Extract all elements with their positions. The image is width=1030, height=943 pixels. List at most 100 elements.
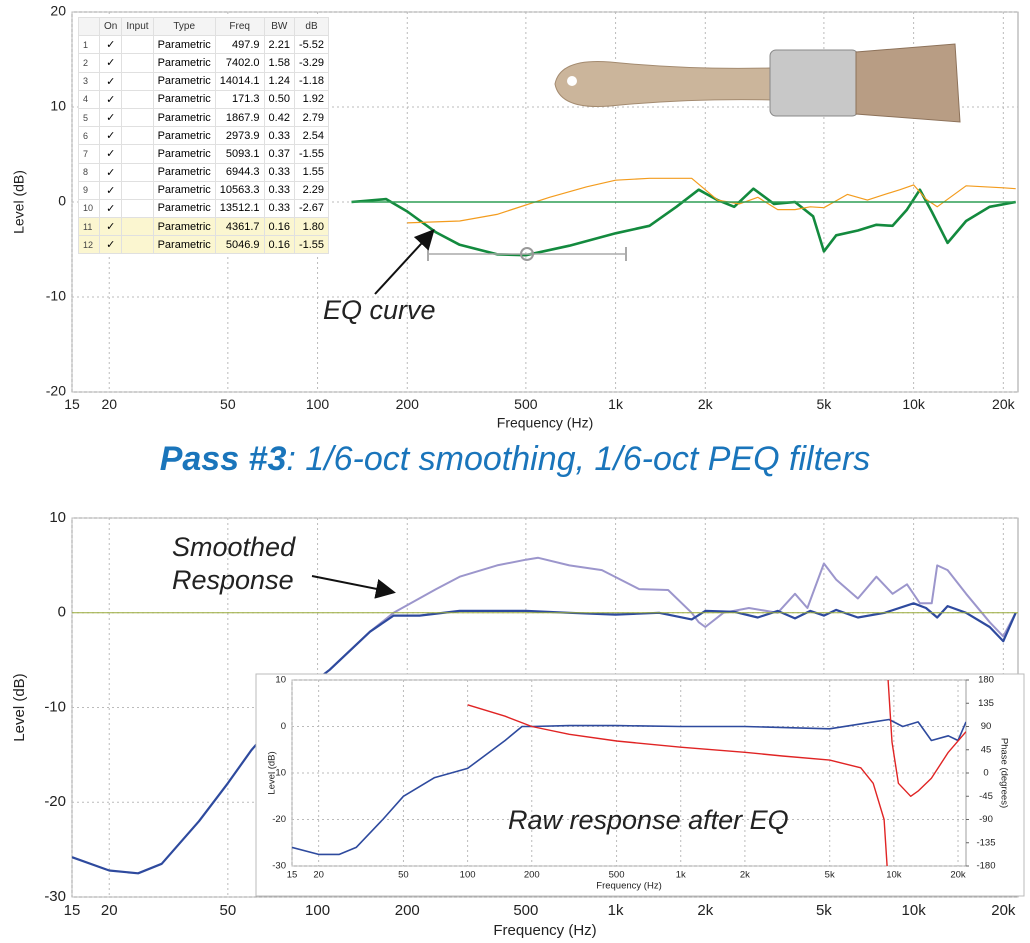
cell: 10563.3	[214, 180, 265, 200]
annotation: EQ curve	[323, 295, 436, 325]
y-tick-label: 10	[275, 675, 286, 686]
filter-row: 12 ✓ Parametric 5046.9 0.16 -1.55	[78, 235, 330, 255]
cell: 1.24	[263, 71, 295, 91]
cell: ✓	[98, 144, 123, 164]
cell: 3	[78, 71, 100, 91]
x-tick-label: 50	[398, 870, 409, 881]
cell: ✓	[98, 180, 123, 200]
annotation: Smoothed	[172, 532, 296, 562]
x-tick-label: 2k	[697, 902, 713, 919]
y2-tick-label: 90	[981, 721, 992, 732]
x-tick-label: 20k	[991, 902, 1016, 919]
cell: ✓	[98, 162, 123, 182]
series-line	[407, 177, 1016, 224]
filter-row: 3 ✓ Parametric 14014.1 1.24 -1.18	[78, 71, 330, 91]
cell: 0.16	[263, 217, 295, 237]
x-tick-label: 15	[64, 396, 80, 412]
y-tick-label: -20	[46, 383, 66, 399]
cell: -1.18	[293, 71, 330, 91]
cell	[121, 180, 154, 200]
header-cell: Input	[121, 16, 154, 37]
cell: -5.52	[293, 35, 330, 55]
y2-tick-label: 135	[978, 698, 994, 709]
cell: 1.58	[263, 53, 295, 73]
header-cell: Type	[152, 16, 216, 37]
x-tick-label: 5k	[816, 902, 832, 919]
cell: Parametric	[152, 198, 216, 219]
x-tick-label: 10k	[886, 870, 902, 881]
y-tick-label: -10	[44, 698, 66, 715]
y2-tick-label: -135	[976, 837, 995, 848]
y-tick-label: 10	[50, 98, 66, 114]
cell: 5046.9	[214, 235, 265, 255]
filter-table: On Input Type Freq BW dB 1 ✓ Parametric 497.9 2.21…	[78, 16, 330, 255]
cell: 0.33	[263, 180, 295, 200]
header-cell: BW	[263, 16, 295, 37]
x-tick-label: 20k	[992, 396, 1016, 412]
y-axis-label: Level (dB)	[267, 751, 278, 794]
filter-row: 1 ✓ Parametric 497.9 2.21 -5.52	[78, 35, 330, 55]
series-line	[467, 680, 966, 866]
filter-row: 5 ✓ Parametric 1867.9 0.42 2.79	[78, 107, 330, 128]
x-tick-label: 200	[395, 902, 420, 919]
y-tick-label: -10	[272, 768, 286, 779]
y2-tick-label: -90	[979, 814, 993, 825]
header-row: On Input Type Freq BW dB	[78, 16, 330, 37]
cell: 0.33	[263, 198, 295, 219]
x-tick-label: 10k	[902, 396, 926, 412]
x-tick-label: 100	[460, 870, 476, 881]
cell: ✓	[98, 89, 123, 109]
cell: ✓	[98, 126, 123, 146]
y-tick-label: 10	[49, 509, 66, 526]
y2-axis-label: Phase (degrees)	[998, 738, 1009, 808]
cell: 14014.1	[214, 71, 265, 91]
cell: 1.80	[293, 217, 330, 237]
cell: 0.37	[263, 144, 295, 164]
cell: Parametric	[152, 126, 216, 146]
cell: Parametric	[152, 107, 216, 128]
brush-ferrule	[769, 49, 859, 117]
cell: -2.67	[293, 198, 330, 219]
cell: 2.21	[263, 35, 295, 55]
cell: ✓	[98, 53, 123, 73]
filter-row: 4 ✓ Parametric 171.3 0.50 1.92	[78, 89, 330, 109]
heading: Pass #3: 1/6-oct smoothing, 1/6-oct PEQ …	[0, 440, 1030, 479]
arrow	[374, 229, 435, 295]
cell: 7402.0	[214, 53, 265, 73]
header-cell: On	[98, 16, 123, 37]
cell: 0.16	[263, 235, 295, 255]
y-tick-label: 0	[58, 604, 66, 621]
cell: -1.55	[293, 235, 330, 255]
x-tick-label: 5k	[816, 396, 832, 412]
y2-tick-label: -180	[976, 861, 995, 872]
y2-tick-label: 180	[978, 675, 994, 686]
x-tick-label: 15	[64, 902, 81, 919]
cell	[121, 53, 154, 73]
y2-tick-label: 0	[983, 768, 988, 779]
cell: 4	[78, 89, 100, 109]
series-line	[72, 602, 1017, 875]
cell: 0.50	[263, 89, 295, 109]
cell: 171.3	[214, 89, 265, 109]
heading-lead: Pass #3	[159, 440, 287, 478]
cell	[121, 235, 154, 255]
cell: 2.29	[293, 180, 330, 200]
x-tick-label: 1k	[676, 870, 686, 881]
cell: Parametric	[152, 162, 216, 182]
cell: ✓	[98, 198, 123, 219]
x-tick-label: 2k	[740, 870, 750, 881]
heading-text: : 1/6-oct smoothing, 1/6-oct PEQ filters	[286, 440, 871, 478]
y2-tick-label: -45	[979, 791, 993, 802]
cell: 2.79	[293, 107, 330, 128]
x-tick-label: 500	[513, 902, 538, 919]
y-tick-label: 20	[50, 3, 66, 19]
slider-knob	[520, 247, 534, 261]
cell: 2	[78, 53, 100, 73]
cell: Parametric	[152, 235, 216, 255]
cell: Parametric	[152, 71, 216, 91]
cell	[121, 198, 154, 219]
y-tick-label: 0	[58, 193, 66, 209]
cell: 1.55	[293, 162, 330, 182]
x-axis-label: Frequency (Hz)	[497, 415, 593, 431]
header-cell: Freq	[214, 16, 265, 37]
